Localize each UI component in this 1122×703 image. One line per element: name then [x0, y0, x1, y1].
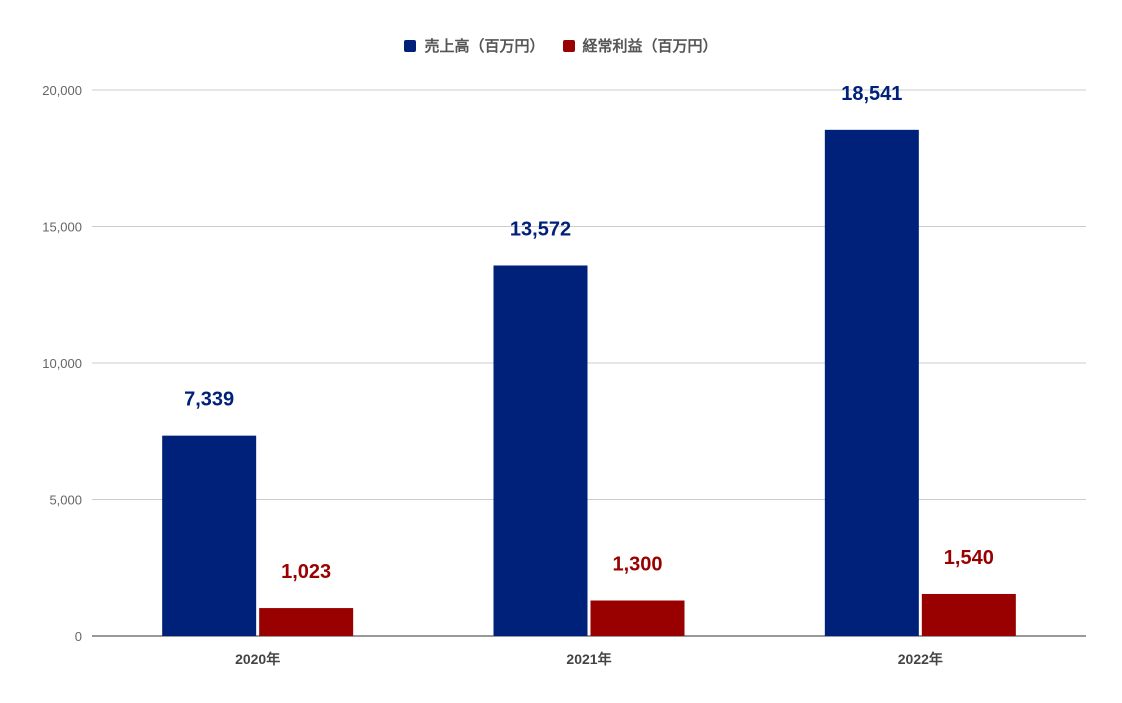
chart-legend: 売上高（百万円） 経常利益（百万円） — [0, 35, 1122, 56]
bar-profit — [921, 593, 1016, 636]
y-tick-label: 5,000 — [49, 493, 82, 508]
data-label-sales: 13,572 — [510, 218, 571, 240]
bar-profit — [590, 600, 685, 636]
bar-sales — [824, 129, 919, 637]
bar-profit — [259, 608, 354, 636]
bar-sales — [493, 265, 588, 636]
data-label-sales: 18,541 — [841, 83, 902, 105]
bar-sales — [162, 435, 257, 636]
x-category-label: 2021年 — [566, 651, 611, 667]
data-label-profit: 1,300 — [612, 554, 662, 576]
legend-label-profit: 経常利益（百万円） — [582, 38, 718, 55]
y-tick-label: 15,000 — [42, 220, 82, 235]
data-label-sales: 7,339 — [184, 389, 234, 411]
y-tick-label: 20,000 — [42, 83, 82, 98]
data-label-profit: 1,023 — [281, 561, 331, 583]
data-label-profit: 1,540 — [944, 547, 994, 569]
y-tick-label: 10,000 — [42, 356, 82, 371]
legend-item-profit: 経常利益（百万円） — [562, 35, 718, 56]
legend-label-sales: 売上高（百万円） — [424, 38, 545, 55]
x-category-label: 2020年 — [235, 651, 280, 667]
legend-item-sales: 売上高（百万円） — [404, 35, 545, 56]
legend-swatch-sales — [404, 39, 417, 52]
x-category-label: 2022年 — [898, 651, 943, 667]
legend-swatch-profit — [562, 39, 575, 52]
y-tick-label: 0 — [75, 629, 82, 644]
